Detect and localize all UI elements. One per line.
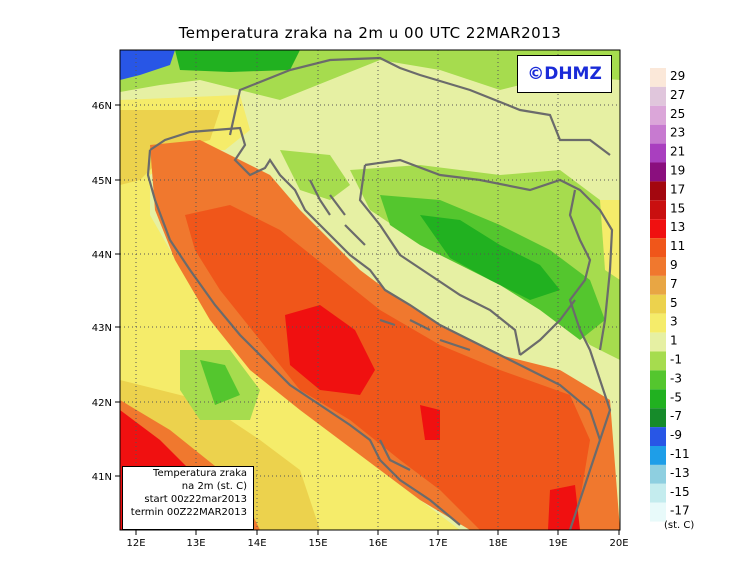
legend-swatch bbox=[650, 313, 666, 333]
legend-swatch bbox=[650, 502, 666, 522]
lat-axis: 46N 45N 44N 43N 42N 41N bbox=[92, 101, 120, 483]
legend-label: 7 bbox=[670, 277, 678, 291]
lon-label-19e: 19E bbox=[548, 538, 567, 549]
map-info-box: Temperatura zraka na 2m (st. C) start 00… bbox=[122, 466, 254, 530]
legend-swatch bbox=[650, 219, 666, 239]
legend-swatch bbox=[650, 332, 666, 352]
dhmz-copyright-badge: ©DHMZ bbox=[517, 55, 612, 93]
color-legend: 29 27 25 23 21 19 17 15 13 11 9 7 5 3 1 -1 -3 -5 -7 -9 -11 -1… bbox=[650, 68, 694, 531]
legend-swatch bbox=[650, 86, 666, 106]
info-start: start 00z22mar2013 bbox=[144, 494, 247, 505]
legend-swatch bbox=[650, 275, 666, 295]
map-frame bbox=[119, 49, 621, 531]
lon-label-14e: 14E bbox=[247, 538, 266, 549]
legend-swatch bbox=[650, 68, 666, 87]
legend-swatch bbox=[650, 464, 666, 484]
legend-label: 3 bbox=[670, 315, 678, 329]
lat-label-44n: 44N bbox=[92, 250, 112, 261]
legend-swatch bbox=[650, 238, 666, 257]
legend-label: 9 bbox=[670, 258, 678, 272]
lon-label-18e: 18E bbox=[488, 538, 507, 549]
legend-label: 11 bbox=[670, 239, 685, 253]
legend-label: 21 bbox=[670, 145, 685, 159]
info-units: na 2m (st. C) bbox=[181, 481, 247, 492]
lon-label-16e: 16E bbox=[368, 538, 387, 549]
lon-label-12e: 12E bbox=[126, 538, 145, 549]
legend-label: 1 bbox=[670, 334, 678, 348]
legend-swatch bbox=[650, 351, 666, 371]
legend-swatch bbox=[650, 124, 666, 144]
legend-label: -3 bbox=[670, 371, 682, 385]
lat-label-45n: 45N bbox=[92, 176, 112, 187]
legend-swatch bbox=[650, 370, 666, 390]
legend-label: 29 bbox=[670, 69, 685, 83]
info-variable: Temperatura zraka bbox=[153, 468, 247, 479]
info-termin: termin 00Z22MAR2013 bbox=[130, 507, 247, 518]
lon-label-13e: 13E bbox=[186, 538, 205, 549]
legend-label: 27 bbox=[670, 88, 685, 102]
legend-swatch bbox=[650, 408, 666, 428]
legend-swatch bbox=[650, 162, 666, 182]
legend-label: -13 bbox=[670, 466, 690, 480]
legend-swatch bbox=[650, 294, 666, 314]
map-title: Temperatura zraka na 2m u 00 UTC 22MAR20… bbox=[178, 24, 562, 42]
legend-label: -11 bbox=[670, 447, 690, 461]
lon-label-15e: 15E bbox=[308, 538, 327, 549]
lat-label-43n: 43N bbox=[92, 323, 112, 334]
legend-label: 19 bbox=[670, 164, 685, 178]
legend-label: 25 bbox=[670, 107, 685, 121]
legend-label: 23 bbox=[670, 126, 685, 140]
legend-swatch bbox=[650, 389, 666, 409]
graticule bbox=[120, 50, 620, 530]
temperature-field bbox=[120, 50, 620, 530]
legend-label: -17 bbox=[670, 504, 690, 518]
lon-label-20e: 20E bbox=[609, 538, 628, 549]
legend-label: -7 bbox=[670, 409, 682, 423]
lat-label-46n: 46N bbox=[92, 101, 112, 112]
legend-swatch bbox=[650, 257, 666, 276]
legend-swatch bbox=[650, 446, 666, 465]
legend-swatch bbox=[650, 105, 666, 125]
legend-label: 15 bbox=[670, 201, 685, 215]
lon-label-17e: 17E bbox=[428, 538, 447, 549]
legend-swatch bbox=[650, 483, 666, 503]
legend-label: 13 bbox=[670, 220, 685, 234]
legend-label: 5 bbox=[670, 296, 678, 310]
legend-swatch bbox=[650, 143, 666, 163]
legend-unit: (st. C) bbox=[664, 520, 694, 531]
coastlines bbox=[146, 56, 614, 530]
lon-axis: 12E 13E 14E 15E 16E 17E 18E 19E 20E bbox=[126, 530, 629, 549]
legend-swatch bbox=[650, 200, 666, 220]
lat-label-41n: 41N bbox=[92, 472, 112, 483]
legend-label: -1 bbox=[670, 353, 682, 367]
legend-swatch bbox=[650, 181, 666, 201]
legend-label: -5 bbox=[670, 390, 682, 404]
legend-label: -15 bbox=[670, 485, 690, 499]
legend-label: 17 bbox=[670, 182, 685, 196]
lat-label-42n: 42N bbox=[92, 398, 112, 409]
legend-label: -9 bbox=[670, 428, 682, 442]
legend-swatch bbox=[650, 427, 666, 446]
